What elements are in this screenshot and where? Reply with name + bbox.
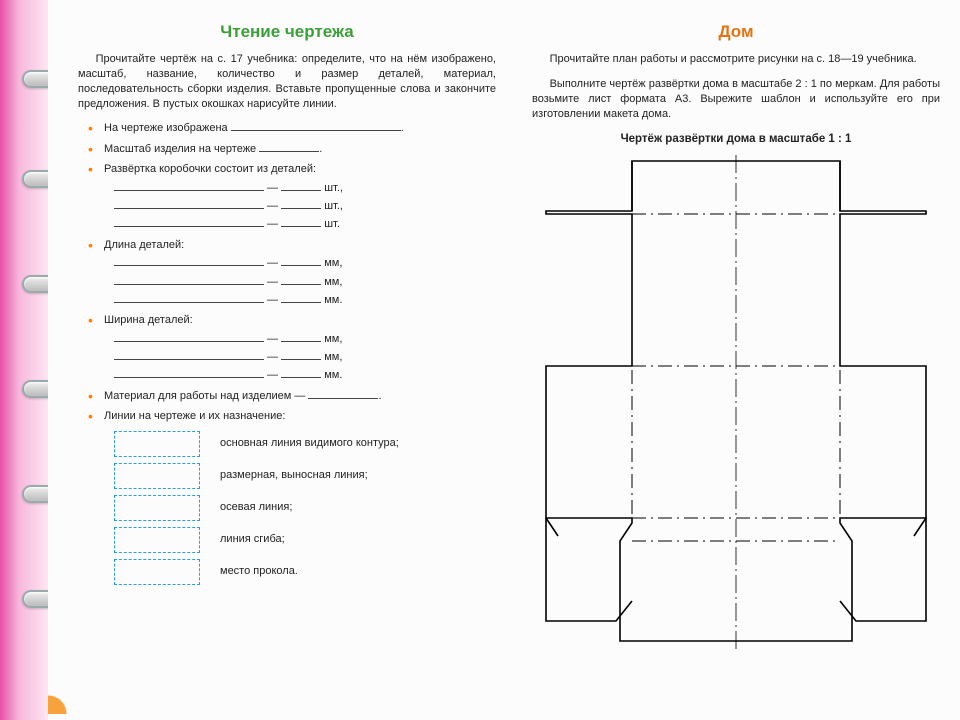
blank[interactable]	[281, 275, 321, 285]
blank[interactable]	[281, 181, 321, 191]
blank[interactable]	[281, 332, 321, 342]
bullet-5: Ширина деталей: — мм, — мм, — мм.	[104, 313, 496, 384]
bullet-3-text: Развёртка коробочки состоит из деталей:	[104, 163, 316, 175]
legend-box[interactable]	[114, 495, 200, 521]
line-type-legend: основная линия видимого контура; размерн…	[104, 431, 496, 591]
blank[interactable]	[114, 217, 264, 227]
blank[interactable]	[114, 332, 264, 342]
bullet-3-lines: — шт., — шт., — шт.	[104, 181, 496, 233]
bullet-1: На чертеже изображена .	[104, 121, 496, 136]
right-column: Дом Прочитайте план работы и рассмотрите…	[518, 0, 960, 720]
blank[interactable]	[114, 199, 264, 209]
page-corner-decoration	[48, 684, 78, 714]
blank[interactable]	[114, 350, 264, 360]
bullet-6-text: Материал для работы над изделием —	[104, 390, 305, 402]
blank[interactable]	[114, 256, 264, 266]
house-net-drawing	[536, 151, 936, 651]
blank[interactable]	[281, 293, 321, 303]
legend-label: основная линия видимого контура;	[220, 431, 399, 457]
bullet-4-text: Длина деталей:	[104, 239, 184, 251]
left-column: Чтение чертежа Прочитайте чертёж на с. 1…	[48, 0, 518, 720]
legend-box[interactable]	[114, 527, 200, 553]
legend-boxes	[114, 431, 204, 591]
blank[interactable]	[308, 389, 378, 399]
development-drawing-title: Чертёж развёртки дома в масштабе 1 : 1	[532, 133, 940, 145]
bullet-7-text: Линии на чертеже и их назначение:	[104, 410, 285, 422]
bullet-2-text: Масштаб изделия на чертеже	[104, 143, 256, 155]
left-title: Чтение чертежа	[78, 22, 496, 42]
legend-label: линия сгиба;	[220, 527, 399, 553]
right-title: Дом	[532, 22, 940, 42]
right-intro-1: Прочитайте план работы и рассмотрите рис…	[532, 52, 940, 67]
blank[interactable]	[281, 350, 321, 360]
blank[interactable]	[114, 275, 264, 285]
spiral-binder	[0, 0, 48, 720]
bullet-5-text: Ширина деталей:	[104, 314, 193, 326]
left-intro: Прочитайте чертёж на с. 17 учебника: опр…	[78, 52, 496, 111]
blank[interactable]	[114, 368, 264, 378]
page-spread: Чтение чертежа Прочитайте чертёж на с. 1…	[48, 0, 960, 720]
blank[interactable]	[281, 368, 321, 378]
blank[interactable]	[231, 121, 401, 131]
bullet-4: Длина деталей: — мм, — мм, — мм.	[104, 238, 496, 309]
bullet-7: Линии на чертеже и их назначение: основн…	[104, 409, 496, 590]
legend-label: размерная, выносная линия;	[220, 463, 399, 489]
legend-box[interactable]	[114, 559, 200, 585]
bullet-4-lines: — мм, — мм, — мм.	[104, 256, 496, 308]
exercise-list: На чертеже изображена . Масштаб изделия …	[78, 121, 496, 590]
legend-label: место прокола.	[220, 559, 399, 585]
bullet-6: Материал для работы над изделием — .	[104, 389, 496, 404]
blank[interactable]	[114, 181, 264, 191]
legend-labels: основная линия видимого контура; размерн…	[220, 431, 399, 591]
blank[interactable]	[281, 217, 321, 227]
blank[interactable]	[114, 293, 264, 303]
bullet-3: Развёртка коробочки состоит из деталей: …	[104, 162, 496, 233]
legend-box[interactable]	[114, 463, 200, 489]
right-intro-2: Выполните чертёж развёртки дома в масшта…	[532, 77, 940, 122]
bullet-2: Масштаб изделия на чертеже .	[104, 142, 496, 157]
blank[interactable]	[281, 199, 321, 209]
bullet-1-text: На чертеже изображена	[104, 122, 228, 134]
bullet-5-lines: — мм, — мм, — мм.	[104, 332, 496, 384]
legend-box[interactable]	[114, 431, 200, 457]
blank[interactable]	[259, 142, 319, 152]
legend-label: осевая линия;	[220, 495, 399, 521]
blank[interactable]	[281, 256, 321, 266]
